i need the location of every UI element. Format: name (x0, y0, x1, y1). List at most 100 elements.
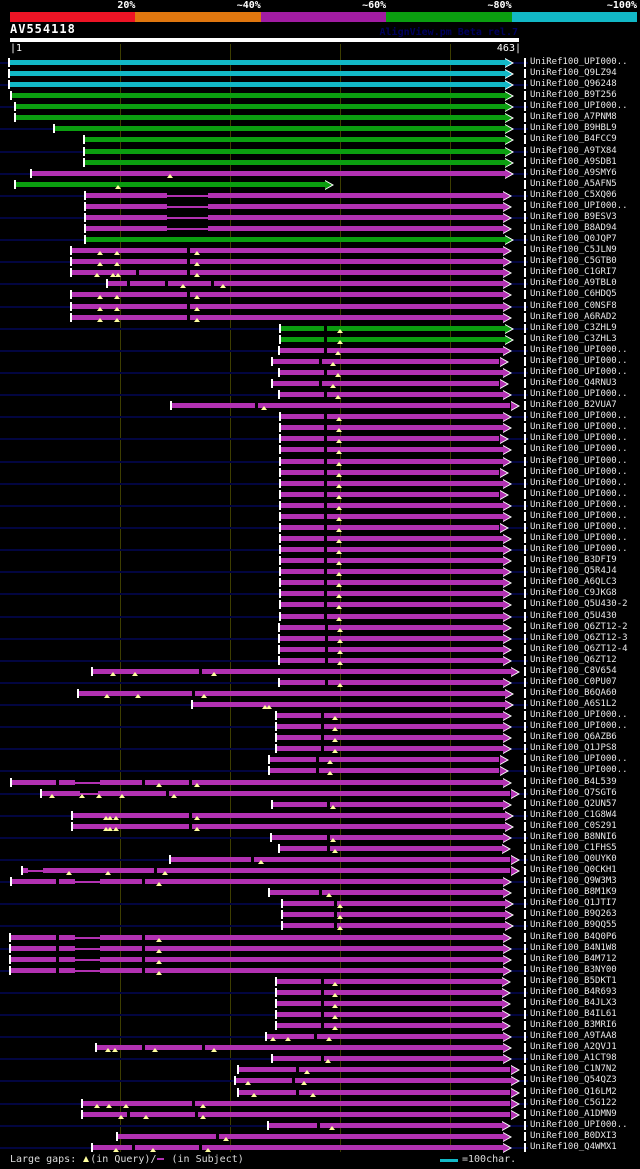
alignment-bar[interactable] (280, 481, 503, 486)
row-label[interactable]: UniRef100_Q5U430 (530, 611, 617, 621)
row-label[interactable]: UniRef100_B4R693 (530, 987, 617, 997)
alignment-bar[interactable] (71, 315, 503, 320)
row-label[interactable]: UniRef100_UPI000.. (530, 721, 628, 731)
row-label[interactable]: UniRef100_B0DXI3 (530, 1131, 617, 1141)
alignment-bar[interactable] (71, 304, 503, 309)
alignment-bar[interactable] (79, 691, 505, 696)
row-label[interactable]: UniRef100_A2QVJ1 (530, 1042, 617, 1052)
alignment-bar[interactable] (280, 547, 503, 552)
row-label[interactable]: UniRef100_C3ZHL9 (530, 323, 617, 333)
row-label[interactable]: UniRef100_B4JLX3 (530, 998, 617, 1008)
alignment-bar[interactable] (277, 746, 503, 751)
row-label[interactable]: UniRef100_UPI000.. (530, 467, 628, 477)
alignment-bar[interactable] (23, 868, 511, 873)
alignment-bar[interactable] (279, 625, 503, 630)
row-label[interactable]: UniRef100_Q6ZT12-4 (530, 644, 628, 654)
row-label[interactable]: UniRef100_A6QLC3 (530, 577, 617, 587)
alignment-bar[interactable] (84, 149, 505, 154)
alignment-bar[interactable] (280, 459, 503, 464)
row-label[interactable]: UniRef100_C5XQ06 (530, 190, 617, 200)
alignment-bar[interactable] (282, 901, 505, 906)
alignment-bar[interactable] (280, 492, 500, 497)
alignment-bar[interactable] (269, 757, 500, 762)
alignment-bar[interactable] (84, 137, 505, 142)
alignment-bar[interactable] (279, 647, 503, 652)
alignment-bar[interactable] (11, 968, 503, 973)
alignment-bar[interactable] (272, 1056, 503, 1061)
row-label[interactable]: UniRef100_B4IL61 (530, 1009, 617, 1019)
alignment-bar[interactable] (280, 536, 503, 541)
alignment-bar[interactable] (12, 879, 503, 884)
row-label[interactable]: UniRef100_A9SDB1 (530, 157, 617, 167)
row-label[interactable]: UniRef100_B2VUA7 (530, 400, 617, 410)
row-label[interactable]: UniRef100_B9T256 (530, 90, 617, 100)
alignment-bar[interactable] (85, 215, 503, 220)
alignment-bar[interactable] (279, 392, 503, 397)
alignment-bar[interactable] (96, 1045, 503, 1050)
alignment-bar[interactable] (171, 403, 511, 408)
alignment-bar[interactable] (85, 226, 503, 231)
alignment-bar[interactable] (277, 713, 503, 718)
alignment-bar[interactable] (282, 912, 505, 917)
row-label[interactable]: UniRef100_Q4WMX1 (530, 1142, 617, 1152)
row-label[interactable]: UniRef100_Q2UN57 (530, 799, 617, 809)
row-label[interactable]: UniRef100_UPI000.. (530, 710, 628, 720)
row-label[interactable]: UniRef100_Q0UYK0 (530, 854, 617, 864)
row-label[interactable]: UniRef100_C1G8W4 (530, 810, 617, 820)
row-label[interactable]: UniRef100_UPI000.. (530, 489, 628, 499)
alignment-bar[interactable] (15, 115, 505, 120)
row-label[interactable]: UniRef100_Q9LZ94 (530, 68, 617, 78)
alignment-bar[interactable] (107, 281, 503, 286)
row-label[interactable]: UniRef100_C3ZHL3 (530, 334, 617, 344)
row-label[interactable]: UniRef100_UPI000.. (530, 345, 628, 355)
alignment-bar[interactable] (280, 591, 503, 596)
row-label[interactable]: UniRef100_UPI000.. (530, 754, 628, 764)
row-label[interactable]: UniRef100_UPI000.. (530, 201, 628, 211)
row-label[interactable]: UniRef100_A9TBL0 (530, 278, 617, 288)
row-label[interactable]: UniRef100_B9QQ55 (530, 920, 617, 930)
alignment-bar[interactable] (279, 680, 503, 685)
row-label[interactable]: UniRef100_Q5R4J4 (530, 566, 617, 576)
row-label[interactable]: UniRef100_Q96248 (530, 79, 617, 89)
row-label[interactable]: UniRef100_A9TX84 (530, 146, 617, 156)
alignment-bar[interactable] (280, 337, 505, 342)
alignment-bar[interactable] (280, 602, 503, 607)
row-label[interactable]: UniRef100_B3MRI6 (530, 1020, 617, 1030)
row-label[interactable]: UniRef100_B5DKT1 (530, 976, 617, 986)
alignment-bar[interactable] (280, 558, 503, 563)
row-label[interactable]: UniRef100_Q1JTI7 (530, 898, 617, 908)
alignment-bar[interactable] (15, 182, 325, 187)
row-label[interactable]: UniRef100_C1N7N2 (530, 1064, 617, 1074)
alignment-bar[interactable] (192, 702, 505, 707)
row-label[interactable]: UniRef100_B3NY00 (530, 965, 617, 975)
alignment-bar[interactable] (235, 1078, 511, 1083)
row-label[interactable]: UniRef100_Q4RNU3 (530, 378, 617, 388)
alignment-bar[interactable] (71, 270, 503, 275)
row-label[interactable]: UniRef100_C5G122 (530, 1098, 617, 1108)
alignment-bar[interactable] (72, 813, 505, 818)
row-label[interactable]: UniRef100_Q5U430-2 (530, 599, 628, 609)
row-label[interactable]: UniRef100_Q54QZ3 (530, 1075, 617, 1085)
alignment-bar[interactable] (277, 724, 503, 729)
row-label[interactable]: UniRef100_Q6ZT12-3 (530, 633, 628, 643)
alignment-bar[interactable] (268, 1123, 502, 1128)
alignment-bar[interactable] (82, 1101, 511, 1106)
alignment-bar[interactable] (269, 890, 503, 895)
alignment-bar[interactable] (32, 171, 505, 176)
row-label[interactable]: UniRef100_C0NSF8 (530, 301, 617, 311)
row-label[interactable]: UniRef100_C0S291 (530, 821, 617, 831)
row-label[interactable]: UniRef100_B9Q263 (530, 909, 617, 919)
row-label[interactable]: UniRef100_UPI000.. (530, 356, 628, 366)
row-label[interactable]: UniRef100_C1GRI7 (530, 267, 617, 277)
alignment-bar[interactable] (277, 979, 502, 984)
row-label[interactable]: UniRef100_C1FHS5 (530, 843, 617, 853)
row-label[interactable]: UniRef100_C8V654 (530, 666, 617, 676)
alignment-bar[interactable] (280, 436, 500, 441)
alignment-bar[interactable] (92, 669, 511, 674)
alignment-bar[interactable] (85, 193, 503, 198)
row-label[interactable]: UniRef100_A7PNM8 (530, 112, 617, 122)
alignment-bar[interactable] (85, 204, 503, 209)
row-label[interactable]: UniRef100_Q6AZB6 (530, 732, 617, 742)
alignment-bar[interactable] (280, 470, 500, 475)
row-label[interactable]: UniRef100_Q0JQP7 (530, 234, 617, 244)
